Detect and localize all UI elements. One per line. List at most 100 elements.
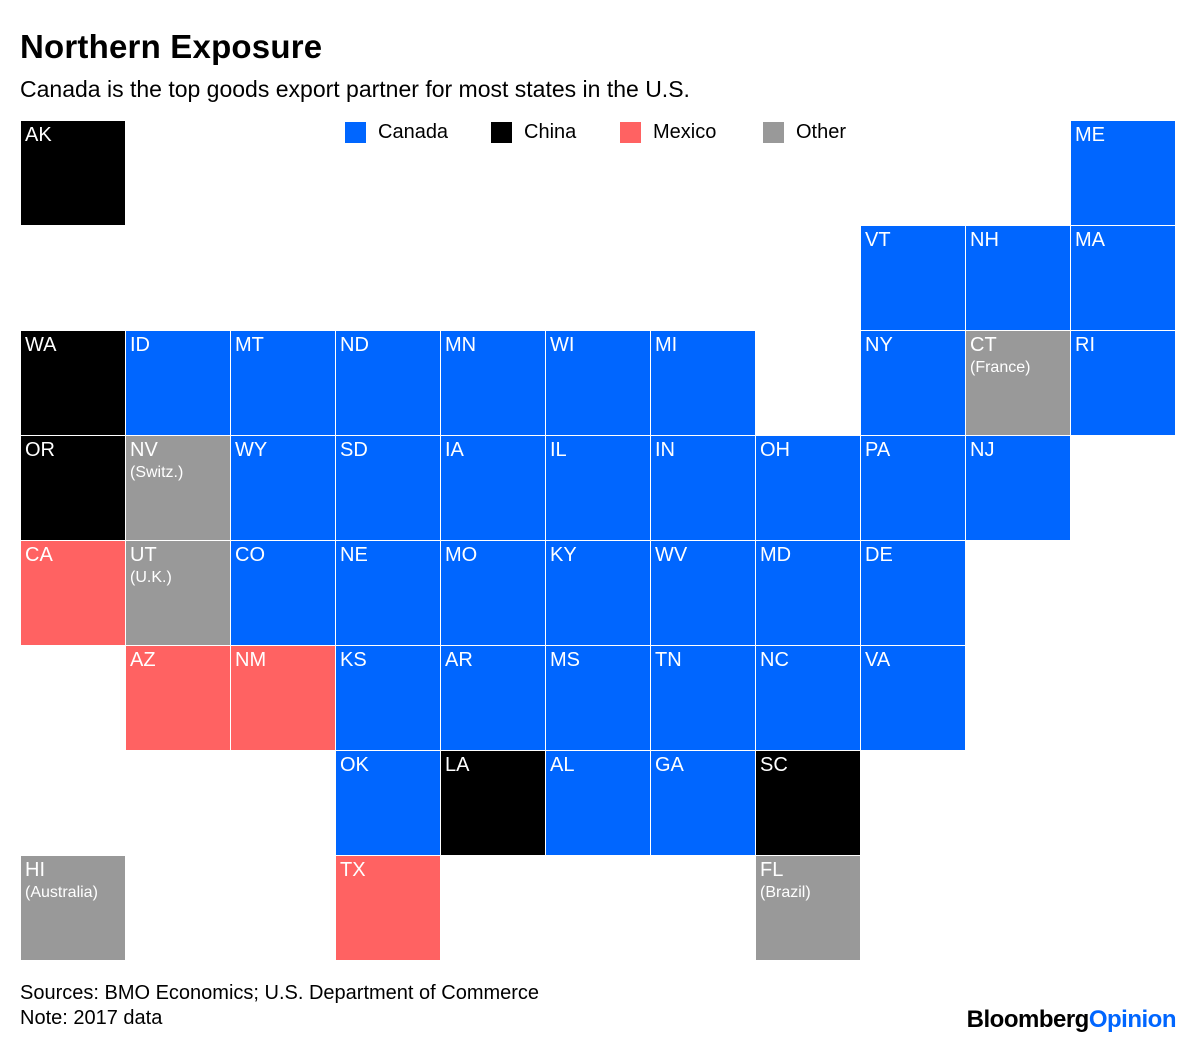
state-tile-va: VA bbox=[861, 646, 965, 750]
state-partner-note: (Australia) bbox=[25, 884, 98, 901]
state-abbr: NY bbox=[865, 334, 893, 356]
legend-swatch bbox=[620, 122, 641, 143]
chart-title: Northern Exposure bbox=[20, 28, 323, 65]
state-abbr: ID bbox=[130, 334, 150, 356]
state-abbr: MI bbox=[655, 334, 678, 356]
state-tile-ks: KS bbox=[336, 646, 440, 750]
state-tile-ok: OK bbox=[336, 751, 440, 855]
state-tile-hi: HI (Australia) bbox=[21, 856, 125, 960]
chart-subtitle: Canada is the top goods export partner f… bbox=[20, 76, 690, 102]
state-tile-md: MD bbox=[756, 541, 860, 645]
legend-item-canada: Canada bbox=[345, 121, 448, 144]
data-note: Note: 2017 data bbox=[20, 1007, 163, 1029]
state-abbr: AK bbox=[25, 124, 52, 146]
bloomberg-opinion-logo: BloombergOpinion bbox=[966, 1006, 1177, 1034]
state-tile-ne: NE bbox=[336, 541, 440, 645]
state-tile-ky: KY bbox=[546, 541, 650, 645]
state-abbr: OH bbox=[760, 439, 790, 461]
state-tile-ny: NY bbox=[861, 331, 965, 435]
brand-name: Bloomberg bbox=[966, 1006, 1090, 1033]
state-tile-nm: NM bbox=[231, 646, 335, 750]
state-partner-note: (France) bbox=[970, 359, 1031, 376]
state-tile-co: CO bbox=[231, 541, 335, 645]
legend-label: Other bbox=[796, 121, 847, 143]
state-abbr: NH bbox=[970, 229, 999, 251]
state-abbr: VA bbox=[865, 649, 891, 671]
state-abbr: NC bbox=[760, 649, 789, 671]
state-tile-wv: WV bbox=[651, 541, 755, 645]
state-abbr: WY bbox=[235, 439, 268, 461]
state-abbr: CT bbox=[970, 334, 997, 356]
state-tile-mi: MI bbox=[651, 331, 755, 435]
state-abbr: AZ bbox=[130, 649, 156, 671]
state-tile-nj: NJ bbox=[966, 436, 1070, 540]
state-abbr: NV bbox=[130, 439, 158, 461]
state-abbr: OR bbox=[25, 439, 55, 461]
legend-item-china: China bbox=[491, 121, 576, 144]
state-abbr: IL bbox=[550, 439, 567, 461]
state-abbr: VT bbox=[865, 229, 891, 251]
state-abbr: MD bbox=[760, 544, 792, 566]
state-tile-az: AZ bbox=[126, 646, 230, 750]
state-tile-pa: PA bbox=[861, 436, 965, 540]
state-tile-de: DE bbox=[861, 541, 965, 645]
state-abbr: GA bbox=[655, 754, 684, 776]
state-tile-oh: OH bbox=[756, 436, 860, 540]
legend-label: Mexico bbox=[653, 121, 717, 143]
state-abbr: ND bbox=[340, 334, 369, 356]
state-abbr: HI bbox=[25, 859, 45, 881]
state-tile-sd: SD bbox=[336, 436, 440, 540]
brand-suffix: Opinion bbox=[1088, 1006, 1177, 1033]
state-tile-or: OR bbox=[21, 436, 125, 540]
state-abbr: LA bbox=[445, 754, 470, 776]
state-abbr: ME bbox=[1075, 124, 1105, 146]
state-abbr: PA bbox=[865, 439, 891, 461]
state-tile-nc: NC bbox=[756, 646, 860, 750]
state-tile-ct: CT (France) bbox=[966, 331, 1070, 435]
state-abbr: AL bbox=[550, 754, 575, 776]
state-abbr: SD bbox=[340, 439, 368, 461]
state-abbr: MA bbox=[1075, 229, 1105, 251]
legend-swatch bbox=[763, 122, 784, 143]
state-abbr: WV bbox=[655, 544, 688, 566]
state-tile-nh: NH bbox=[966, 226, 1070, 330]
state-tile-in: IN bbox=[651, 436, 755, 540]
state-tile-nv: NV (Switz.) bbox=[126, 436, 230, 540]
state-tile-wa: WA bbox=[21, 331, 125, 435]
state-abbr: MN bbox=[445, 334, 477, 356]
state-abbr: NE bbox=[340, 544, 368, 566]
state-tile-ri: RI bbox=[1071, 331, 1175, 435]
state-tile-ga: GA bbox=[651, 751, 755, 855]
state-partner-note: (Brazil) bbox=[760, 884, 811, 901]
state-tile-tx: TX bbox=[336, 856, 440, 960]
state-abbr: SC bbox=[760, 754, 788, 776]
state-tile-sc: SC bbox=[756, 751, 860, 855]
state-tile-ia: IA bbox=[441, 436, 545, 540]
legend-swatch bbox=[345, 122, 366, 143]
state-abbr: MS bbox=[550, 649, 580, 671]
state-tile-wy: WY bbox=[231, 436, 335, 540]
state-abbr: DE bbox=[865, 544, 893, 566]
state-tile-ca: CA bbox=[21, 541, 125, 645]
state-tile-mo: MO bbox=[441, 541, 545, 645]
state-abbr: WI bbox=[550, 334, 575, 356]
state-abbr: FL bbox=[760, 859, 784, 881]
legend-swatch bbox=[491, 122, 512, 143]
state-tile-ak: AK bbox=[21, 121, 125, 225]
state-tile-fl: FL (Brazil) bbox=[756, 856, 860, 960]
state-partner-note: (Switz.) bbox=[130, 464, 184, 481]
legend-label: China bbox=[524, 121, 577, 143]
state-abbr: KS bbox=[340, 649, 367, 671]
state-tile-id: ID bbox=[126, 331, 230, 435]
state-abbr: CA bbox=[25, 544, 53, 566]
state-tile-vt: VT bbox=[861, 226, 965, 330]
state-abbr: CO bbox=[235, 544, 265, 566]
state-abbr: KY bbox=[550, 544, 577, 566]
state-tile-al: AL bbox=[546, 751, 650, 855]
state-abbr: WA bbox=[25, 334, 57, 356]
state-abbr: IA bbox=[445, 439, 464, 461]
state-tile-ma: MA bbox=[1071, 226, 1175, 330]
legend-item-mexico: Mexico bbox=[620, 121, 716, 144]
state-partner-note: (U.K.) bbox=[130, 569, 172, 586]
